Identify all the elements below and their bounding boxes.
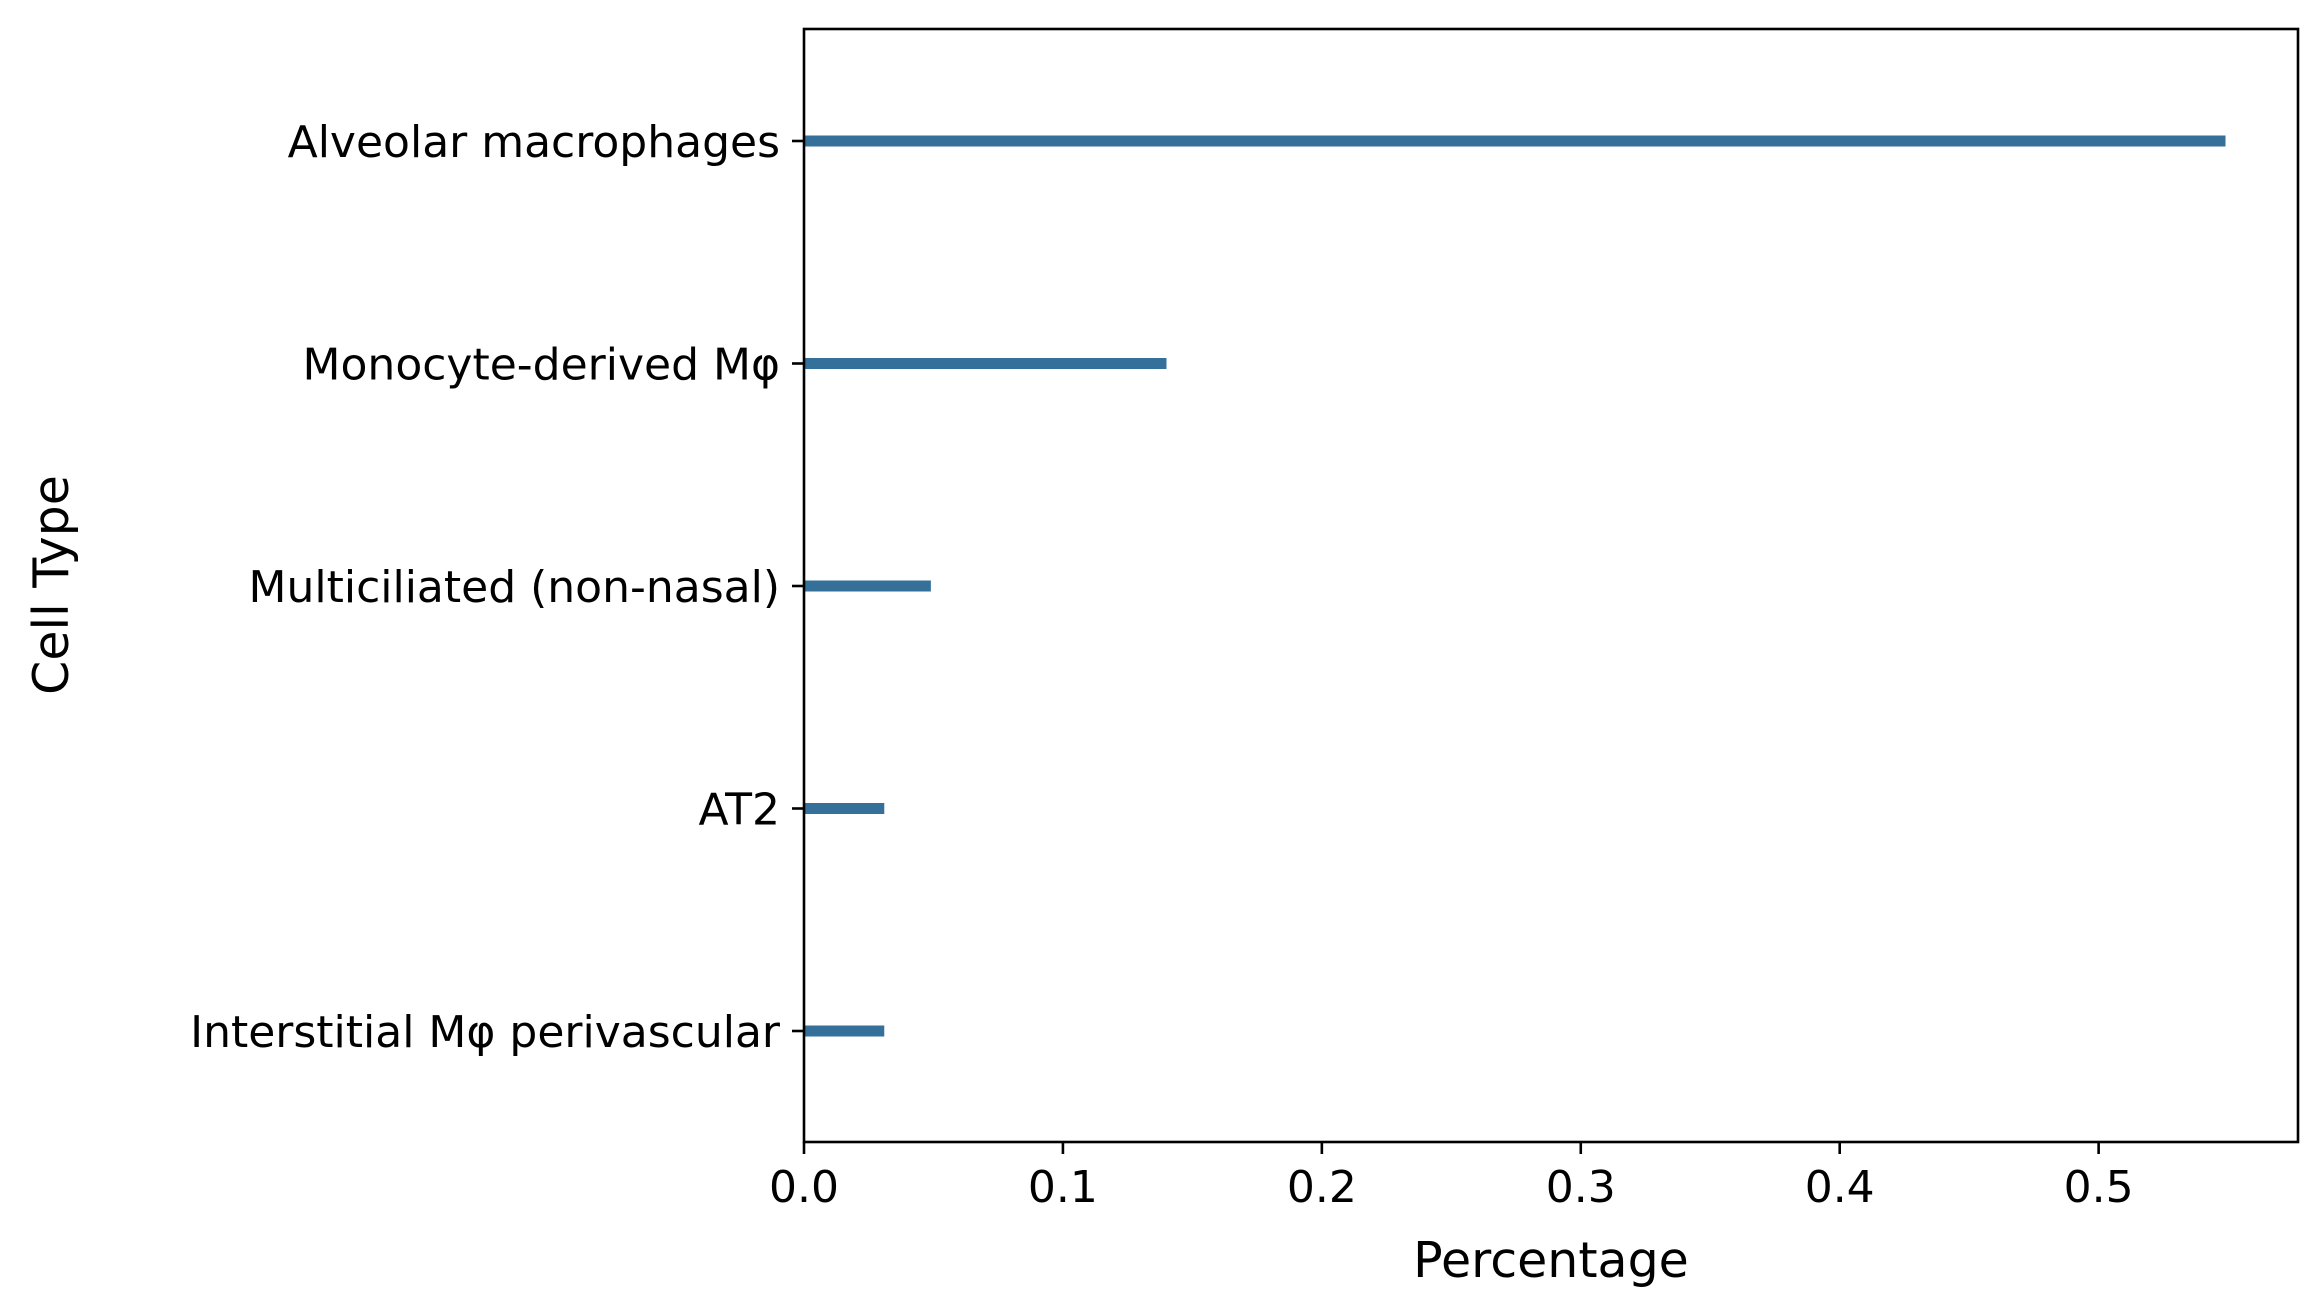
- bar: [804, 580, 931, 592]
- bar: [804, 135, 2226, 147]
- y-tick-label: Alveolar macrophages: [288, 117, 780, 168]
- y-axis-ticks: Alveolar macrophages Monocyte-derived Mφ M…: [190, 117, 804, 1058]
- y-tick-label: Interstitial Mφ perivascular: [190, 1007, 781, 1058]
- x-tick-label: 0.4: [1805, 1162, 1875, 1213]
- bar: [804, 803, 885, 814]
- x-axis-ticks: 0.0 0.1 0.2 0.3 0.4 0.5: [769, 1142, 2134, 1213]
- bar: [804, 358, 1167, 369]
- x-tick-label: 0.1: [1028, 1162, 1098, 1213]
- plot-frame: [802, 27, 2300, 1144]
- y-axis-label: Cell Type: [23, 475, 80, 695]
- y-tick-label: AT2: [698, 785, 780, 836]
- x-tick-label: 0.0: [769, 1162, 839, 1213]
- x-tick-label: 0.2: [1287, 1162, 1357, 1213]
- bar: [804, 1025, 885, 1037]
- x-tick-label: 0.5: [2064, 1162, 2134, 1213]
- y-tick-label: Monocyte-derived Mφ: [303, 340, 780, 391]
- y-tick-label: Multiciliated (non-nasal): [249, 562, 780, 613]
- bars-layer: [804, 135, 2226, 1037]
- x-axis-label: Percentage: [1413, 1232, 1689, 1289]
- x-tick-label: 0.3: [1546, 1162, 1616, 1213]
